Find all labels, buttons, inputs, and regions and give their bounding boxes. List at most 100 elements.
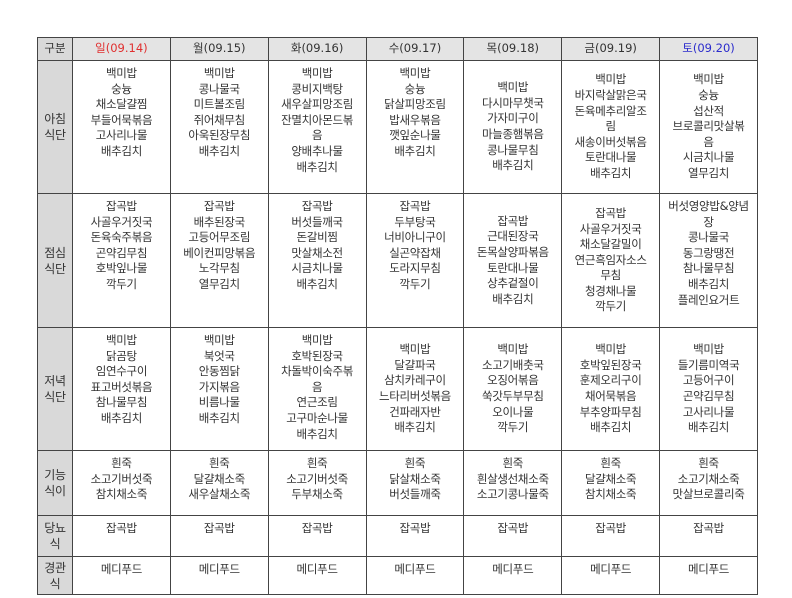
menu-item: 오이나물 [492,404,534,419]
menu-item: 사골우거짓국 [90,214,153,229]
menu-item: 안동찜닭 [198,364,240,379]
menu-item: 음 [703,134,714,149]
menu-item: 고등어무조림 [188,230,251,245]
menu-cell: 잡곡밥 [659,515,758,557]
menu-item: 깍두기 [399,276,431,291]
header-label: 구분 [37,37,73,61]
meal-row-breakfast: 아침 식단 백미밥 숭늉 채소달걀찜 부들어묵볶음 고사리나물 배추김치 백미밥 콩나물국 미트볼조… [37,60,758,194]
menu-cell: 메디푸드 [169,556,269,595]
menu-item: 북엇국 [203,348,235,363]
menu-item: 삼치카레구이 [384,373,446,388]
menu-item: 백미밥 [106,333,137,347]
menu-item: 백미밥 [399,342,431,357]
menu-cell: 잡곡밥 [561,515,661,557]
menu-item: 깍두기 [497,420,529,435]
menu-cell: 잡곡밥 [72,515,171,557]
menu-item: 백미밥 [301,333,333,347]
row-label-line: 식 [49,537,61,551]
menu-item: 백미밥 [595,72,627,87]
menu-item: 잡곡밥 [693,521,724,535]
day-header: 금(09.19) [561,37,661,61]
row-label: 경관 식 [37,556,73,595]
menu-item: 배추김치 [296,159,338,174]
menu-item: 달걀채소죽 [584,471,637,486]
menu-item: 열무김치 [198,276,240,291]
menu-item: 콩나물국 [687,230,730,245]
menu-item: 백미밥 [497,80,529,95]
menu-item: 쑥갓두부무침 [481,389,544,403]
menu-item: 백미밥 [203,66,235,80]
menu-item: 채소달걀찜 [95,97,148,112]
menu-item: 백미밥 [301,66,333,80]
row-label: 저녁 식단 [37,327,73,451]
menu-cell: 흰죽 소고기버섯죽 참치채소죽 [72,450,171,516]
menu-item: 숭늉 [698,88,719,103]
menu-item: 무침 [600,268,621,283]
header-row: 구분 일(09.14) 월(09.15) 화(09.16) 수(09.17) 목(09.1… [37,37,758,61]
menu-item: 토란대나물 [584,150,637,165]
menu-item: 깍두기 [106,276,137,291]
menu-item: 백미밥 [693,342,724,357]
menu-item: 바지락살맑은국 [574,88,647,103]
weekly-meal-table: 구분 일(09.14) 월(09.15) 화(09.16) 수(09.17) 목(09.1… [37,37,758,595]
menu-item: 아욱된장무침 [188,128,251,143]
menu-item: 돈갈비찜 [296,230,338,245]
menu-item: 부추양파무침 [579,404,642,419]
menu-item: 깍두기 [595,299,627,314]
menu-cell: 잡곡밥 [267,515,367,557]
day-header: 화(09.16) [267,37,367,61]
menu-item: 다시마무챗국 [481,95,544,110]
menu-cell: 백미밥 소고기배춧국 오징어볶음 쑥갓두부무침 오이나물 깍두기 [463,327,563,451]
row-label: 점심 식단 [37,193,73,328]
menu-item: 곤약김무침 [682,389,735,403]
menu-item: 깻잎순나물 [389,128,441,143]
menu-item: 새우살피망조림 [281,97,354,112]
menu-cell: 잡곡밥 버섯들깨국 돈갈비찜 맛살채소전 시금치나물 배추김치 [267,193,367,328]
row-label-line: 식단 [44,390,66,404]
menu-item: 쥐어채무침 [193,112,246,127]
menu-item: 메디푸드 [394,562,436,576]
menu-item: 비름나물 [198,395,240,410]
menu-item: 배추김치 [590,420,632,435]
menu-item: 고등어구이 [682,373,735,388]
menu-item: 연근흑임자소스 [574,252,647,267]
menu-item: 임연수구이 [95,364,148,379]
menu-item: 두부채소죽 [291,487,343,502]
menu-item: 배추김치 [687,420,730,435]
menu-cell: 백미밥 다시마무챗국 가자미구이 마늘종햄볶음 콩나물무침 배추김치 [463,60,563,194]
menu-cell: 흰죽 닭살채소죽 버섯들깨죽 [365,450,465,516]
row-label-line: 점심 [44,245,66,260]
day-header: 토(09.20) [659,37,758,61]
day-header: 목(09.18) [463,37,563,61]
menu-item: 토란대나물 [487,260,539,275]
meal-row-functional-diet: 기능 식이 흰죽 소고기버섯죽 참치채소죽 흰죽 달걀채소죽 새우살채소죽 흰죽 소고기버섯죽 두부… [37,450,758,516]
menu-item: 흰죽 [698,456,719,470]
menu-item: 잡곡밥 [203,521,235,535]
row-label-line: 식이 [44,484,66,498]
menu-item: 상추겉절이 [487,276,539,291]
menu-item: 잡곡밥 [301,521,333,535]
menu-item: 가자미구이 [487,111,539,126]
menu-item: 실곤약잡채 [389,245,441,260]
menu-item: 흰죽 [111,456,132,470]
menu-item: 브로콜리맛살볶 [672,119,745,134]
day-header: 수(09.17) [365,37,465,61]
menu-item: 콩나물국 [198,81,240,96]
menu-cell: 잡곡밥 [169,515,269,557]
menu-item: 베이컨피망볶음 [183,245,256,260]
menu-item: 두부탕국 [394,214,436,229]
menu-cell: 백미밥 바지락살맑은국 돈육메추리알조 림 새송이버섯볶음 토란대나물 배추김치 [561,60,661,194]
menu-item: 배추김치 [394,143,436,158]
menu-cell: 흰죽 소고기버섯죽 두부채소죽 [267,450,367,516]
menu-item: 음 [311,379,323,394]
row-label: 당뇨 식 [37,515,73,557]
menu-item: 배추김치 [687,276,730,291]
menu-item: 고사리나물 [95,128,148,143]
menu-cell: 잡곡밥 근대된장국 돈목살양파볶음 토란대나물 상추겉절이 배추김치 [463,193,563,328]
menu-cell: 메디푸드 [365,556,465,595]
menu-item: 소고기버섯죽 [286,471,348,486]
menu-item: 배추김치 [590,165,632,180]
menu-item: 콩나물무침 [487,142,539,157]
menu-cell: 잡곡밥 두부탕국 너비아니구이 실곤약잡채 도라지무침 깍두기 [365,193,465,328]
meal-row-tube-feeding: 경관 식 메디푸드 메디푸드 메디푸드 메디푸드 메디푸드 메디푸드 메디푸드 [37,556,758,595]
